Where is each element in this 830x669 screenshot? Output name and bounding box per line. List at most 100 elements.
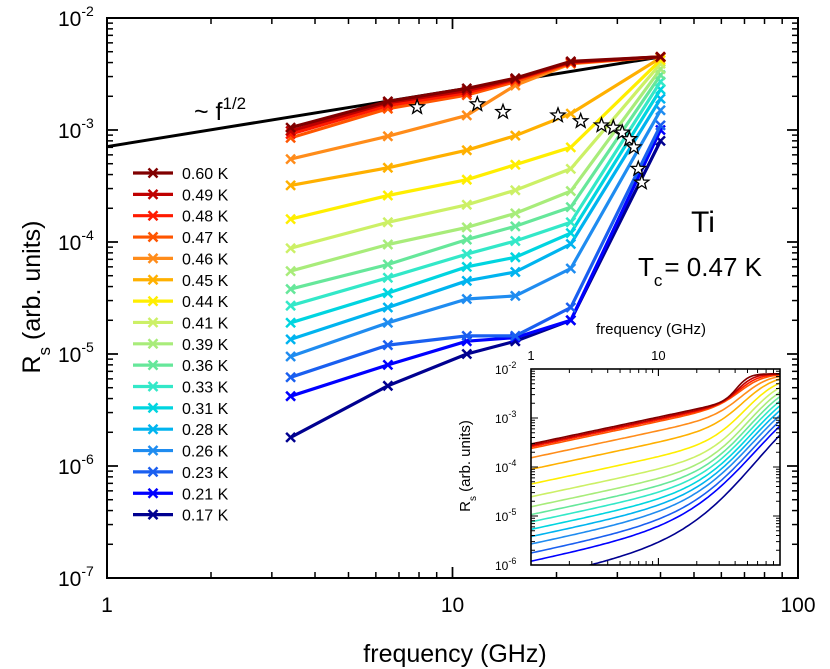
transition-star-marker <box>571 111 590 129</box>
marker-stroke <box>509 208 521 219</box>
data-point-marker <box>461 248 473 260</box>
data-point-marker <box>565 185 577 197</box>
marker-stroke <box>655 84 666 95</box>
y-tick-label-base: 10 <box>58 8 81 31</box>
transition-star-marker <box>592 116 611 133</box>
data-point-marker <box>461 144 473 156</box>
marker-stroke <box>382 259 394 270</box>
legend-label: 0.26 K <box>182 444 229 461</box>
legend-swatch-marker <box>147 509 159 520</box>
transition-star-marker <box>613 123 632 141</box>
data-point-marker <box>285 153 297 165</box>
legend-label: 0.41 K <box>182 315 229 332</box>
data-point-marker <box>565 314 577 326</box>
y-tick-label-exponent: -6 <box>81 451 94 467</box>
data-point-marker <box>565 163 577 175</box>
y-tick-label-exponent: -3 <box>81 115 94 131</box>
y-tick-label: 10-2 <box>58 3 94 31</box>
inset-x-tick-label: 1 <box>527 348 534 363</box>
legend-label: 0.17 K <box>182 508 229 525</box>
marker-stroke <box>509 220 521 232</box>
inset-series-curve <box>531 386 780 498</box>
marker-stroke <box>382 339 394 351</box>
marker-stroke <box>565 216 577 228</box>
x-tick-label: 1 <box>101 594 113 617</box>
marker-stroke <box>382 287 394 299</box>
legend-entry: 0.36 K <box>133 358 229 375</box>
legend-entry: 0.49 K <box>133 187 229 204</box>
marker-stroke <box>565 108 577 120</box>
data-point-marker <box>655 119 666 131</box>
marker-stroke <box>285 242 297 254</box>
marker-stroke <box>382 96 394 107</box>
marker-stroke <box>461 222 473 233</box>
marker-stroke <box>285 300 297 312</box>
legend-label: 0.60 K <box>182 166 229 183</box>
inset-series-curve <box>531 373 780 448</box>
y-tick-label-exponent: -2 <box>81 3 94 19</box>
inset-series-curve <box>531 414 780 545</box>
marker-stroke <box>147 231 159 243</box>
marker-stroke <box>461 348 473 360</box>
data-point-marker <box>509 251 521 263</box>
inset-series-curve <box>531 372 780 445</box>
data-point-marker <box>285 122 297 134</box>
legend-label: 0.46 K <box>182 251 229 268</box>
marker-stroke <box>147 487 159 499</box>
data-point-marker <box>565 263 577 274</box>
y-tick-label: 10-5 <box>58 339 94 367</box>
data-point-marker <box>509 330 521 342</box>
data-point-marker <box>382 162 394 174</box>
data-point-marker <box>285 371 297 383</box>
data-point-marker <box>565 108 577 120</box>
x-tick-label: 100 <box>780 594 815 617</box>
inset-axis-ticks <box>530 368 781 566</box>
data-point-marker <box>461 222 473 233</box>
y-tick-label-base: 10 <box>58 456 81 479</box>
legend-entry: 0.31 K <box>133 401 229 418</box>
inset-series-curve <box>531 373 780 447</box>
y-tick-label: 10-6 <box>58 451 94 479</box>
legend-label: 0.31 K <box>182 401 229 418</box>
inset-series-curve <box>531 420 780 554</box>
legend-entry: 0.21 K <box>133 486 229 503</box>
marker-stroke <box>565 238 577 250</box>
data-point-marker <box>382 302 394 313</box>
marker-stroke <box>565 55 577 67</box>
main-y-axis-label: Rs (arb. units) <box>18 221 54 374</box>
data-point-marker <box>285 351 297 362</box>
marker-stroke <box>565 201 577 213</box>
transition-star-marker <box>494 102 512 120</box>
inset-background <box>531 369 780 565</box>
series-line <box>290 80 662 308</box>
data-point-marker <box>565 55 577 67</box>
data-point-marker <box>285 334 297 345</box>
legend-swatch-marker <box>147 338 159 350</box>
data-point-marker <box>461 199 473 211</box>
legend-swatch-marker <box>147 381 159 392</box>
marker-stroke <box>461 248 473 260</box>
legend-swatch-marker <box>147 445 159 456</box>
marker-stroke <box>285 180 297 191</box>
data-point-marker <box>509 220 521 232</box>
data-point-marker <box>382 130 394 142</box>
legend-label: 0.45 K <box>182 273 229 290</box>
marker-stroke <box>147 167 159 179</box>
inset-y-tick-label: 10-3 <box>495 409 516 426</box>
legend-label: 0.21 K <box>182 486 229 503</box>
data-point-marker <box>285 265 297 277</box>
marker-stroke <box>461 293 473 305</box>
inset-series-curve <box>587 434 780 565</box>
marker-stroke <box>509 235 521 247</box>
series-line <box>290 68 662 273</box>
series-line <box>290 59 662 221</box>
marker-stroke <box>147 466 159 478</box>
data-point-marker <box>382 339 394 351</box>
inset-y-tick-label: 10-4 <box>495 458 516 475</box>
series-line <box>290 56 662 187</box>
data-point-marker <box>565 201 577 213</box>
series-line <box>290 74 662 291</box>
series-line <box>290 55 661 130</box>
data-point-marker <box>382 96 394 107</box>
